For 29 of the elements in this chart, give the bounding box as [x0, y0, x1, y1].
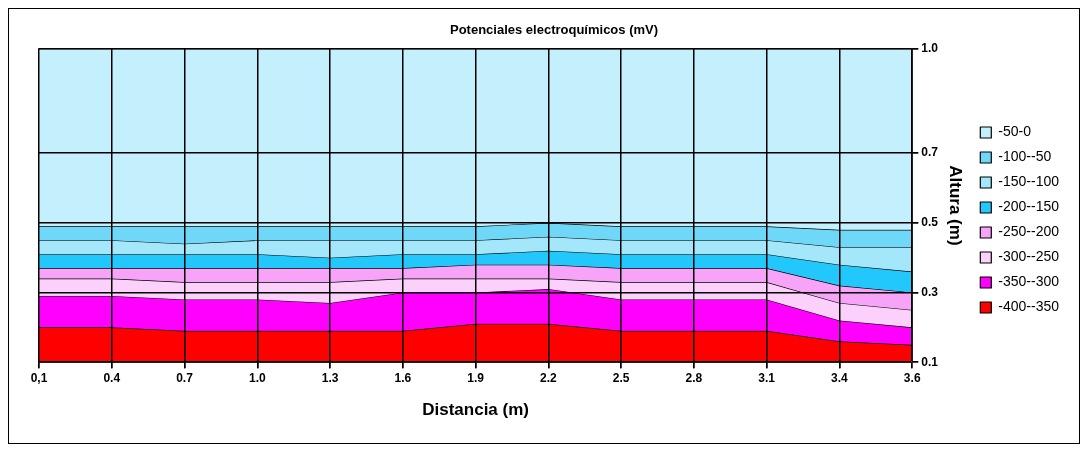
y-tick-label: 0.1 [921, 354, 939, 369]
legend-label: -400--350 [998, 298, 1060, 315]
x-tick-label: 0.4 [103, 370, 121, 385]
legend-label: -250--200 [998, 223, 1060, 240]
legend-label: -300--250 [998, 248, 1060, 265]
y-tick-label: 0.7 [921, 145, 939, 160]
x-tick-label: 1.0 [248, 370, 266, 385]
x-tick-label: 1.6 [394, 370, 412, 385]
legend-label: -150--100 [998, 173, 1060, 190]
x-tick-label: 3.4 [831, 370, 849, 385]
chart-title: Potenciales electroquímicos (mV) [449, 22, 659, 38]
x-tick-label: 3.1 [758, 370, 776, 385]
y-tick-label: 0.3 [921, 284, 939, 299]
legend-label: -100--50 [998, 148, 1052, 165]
x-tick-label: 2.8 [685, 370, 703, 385]
x-tick-label: 0,1 [30, 370, 48, 385]
legend-label: -200--150 [998, 198, 1060, 215]
x-axis-title: Distancia (m) [422, 400, 529, 420]
x-tick-label: 3.6 [903, 370, 921, 385]
legend-label: -50-0 [998, 123, 1032, 140]
x-tick-label: 1.9 [467, 370, 485, 385]
x-tick-label: 2.5 [612, 370, 630, 385]
y-tick-label: 1.0 [921, 40, 939, 55]
y-tick-label: 0.5 [921, 215, 939, 230]
y-axis-title: Altura (m) [946, 165, 966, 246]
legend-label: -350--300 [998, 273, 1060, 290]
x-tick-label: 1.3 [321, 370, 339, 385]
x-tick-label: 0.7 [176, 370, 194, 385]
x-tick-label: 2.2 [540, 370, 558, 385]
